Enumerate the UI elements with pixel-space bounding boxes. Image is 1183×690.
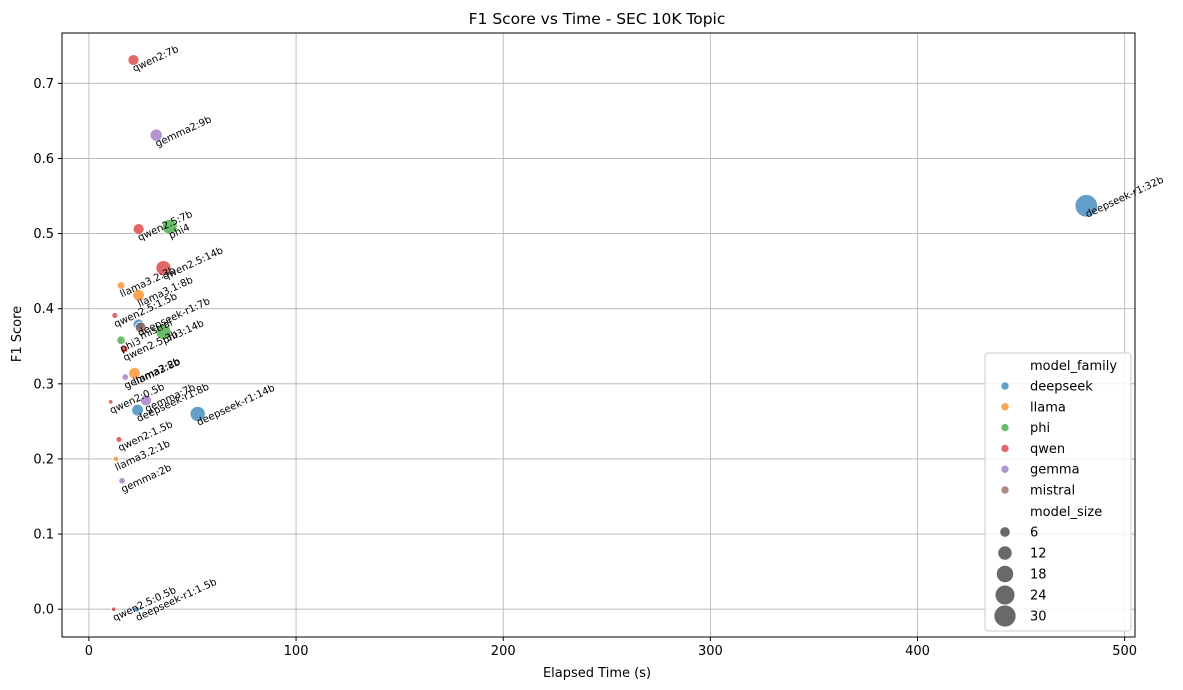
x-axis-title: Elapsed Time (s): [543, 666, 651, 681]
data-point-mistral: [134, 321, 147, 334]
data-point-deepseek-r1-1-5b: [133, 605, 140, 613]
legend-marker-gemma: [1000, 464, 1010, 474]
legend-hue-title: model_family: [1030, 359, 1117, 374]
legend-marker-mistral: [1000, 485, 1010, 495]
data-point-qwen2-5-7b: [132, 223, 145, 235]
y-axis-title: F1 Score: [10, 306, 25, 362]
legend-size-label: 12: [1030, 547, 1047, 562]
data-point-gemma-2b: [118, 477, 126, 485]
grid-layer: [62, 33, 1135, 637]
y-tick-label: 0.1: [33, 528, 54, 543]
y-tick-label: 0.7: [33, 77, 54, 92]
legend-marker-deepseek: [1000, 381, 1010, 391]
y-tick-label: 0.6: [33, 152, 54, 167]
x-tick-label: 0: [85, 644, 93, 659]
data-point-qwen2-5-1-5b: [111, 312, 119, 319]
legend-hue-items: deepseek llama phi qwen gemma mistral: [1000, 380, 1093, 499]
data-point-gemma-7b: [139, 394, 152, 407]
legend-label-phi: phi: [1030, 421, 1050, 436]
legend-label-gemma: gemma: [1030, 463, 1080, 478]
data-point-qwen2-5-0-5b: [111, 606, 117, 612]
data-point-phi3: [116, 335, 126, 345]
data-point-qwen2-0-5b: [108, 399, 114, 405]
legend-marker-qwen: [1000, 444, 1010, 453]
chart-title: F1 Score vs Time - SEC 10K Topic: [469, 10, 726, 28]
x-tick-label: 200: [491, 644, 516, 659]
y-tick-label: 0.0: [33, 603, 54, 618]
data-point-gemma2-9b: [149, 128, 163, 142]
x-tick-label: 300: [698, 644, 723, 659]
legend-marker-llama: [1000, 402, 1010, 412]
x-tick-label: 500: [1112, 644, 1137, 659]
legend-marker-phi: [1000, 423, 1010, 432]
x-tick-label: 100: [284, 644, 309, 659]
legend-size-title: model_size: [1030, 505, 1102, 520]
data-point-qwen2-7b: [127, 54, 140, 66]
y-tick-label: 0.3: [33, 377, 54, 392]
y-tick-label: 0.2: [33, 452, 54, 467]
legend-size-marker: [996, 565, 1014, 583]
data-point-llama3-8b: [128, 367, 141, 380]
legend-size-items: 6 12 18 24 30: [993, 526, 1047, 628]
data-point-llama3-1-8b: [132, 288, 145, 302]
legend-frame: [984, 352, 1132, 632]
legend-size-marker: [994, 584, 1016, 606]
legend-size-label: 6: [1030, 526, 1038, 541]
legend-label-qwen: qwen: [1030, 442, 1065, 457]
legend-label-mistral: mistral: [1030, 484, 1075, 499]
plot-frame: [61, 32, 1136, 638]
y-tick-label: 0.5: [33, 227, 54, 242]
data-point-phi4: [161, 218, 178, 235]
legend-size-label: 18: [1030, 568, 1047, 583]
legend-label-deepseek: deepseek: [1030, 380, 1093, 395]
data-point-llama3-2-3b: [116, 281, 126, 290]
y-tick-label: 0.4: [33, 302, 54, 317]
x-tick-label: 400: [905, 644, 930, 659]
legend-size-label: 24: [1030, 589, 1047, 604]
data-point-deepseek-r1-32b: [1074, 194, 1099, 218]
data-point-qwen2-5-14b: [155, 260, 172, 277]
legend-label-llama: llama: [1030, 400, 1066, 415]
points-layer: [108, 54, 1099, 613]
legend-size-marker: [997, 545, 1013, 561]
legend: model_family deepseek llama phi qwen gemma mi…: [984, 352, 1132, 632]
data-point-llama3-2-1b: [112, 455, 119, 463]
legend-size-label: 30: [1030, 610, 1047, 625]
data-point-qwen2-5-3b: [119, 345, 129, 354]
legend-size-marker: [999, 526, 1011, 538]
ticks-layer: 0 100 200 300 400 500 0.0 0.1 0.2 0.3 0.4 0.5 0.6 0.7: [33, 77, 1137, 659]
data-point-deepseek-r1-14b: [189, 405, 206, 422]
legend-size-marker: [993, 604, 1017, 628]
point-label: gemma2:9b: [154, 114, 214, 150]
data-point-phi3-14b: [155, 324, 172, 340]
data-point-qwen2-1-5b: [115, 436, 123, 443]
data-point-gemma2-2b: [121, 373, 129, 381]
data-point-deepseek-r1-8b: [131, 403, 144, 417]
